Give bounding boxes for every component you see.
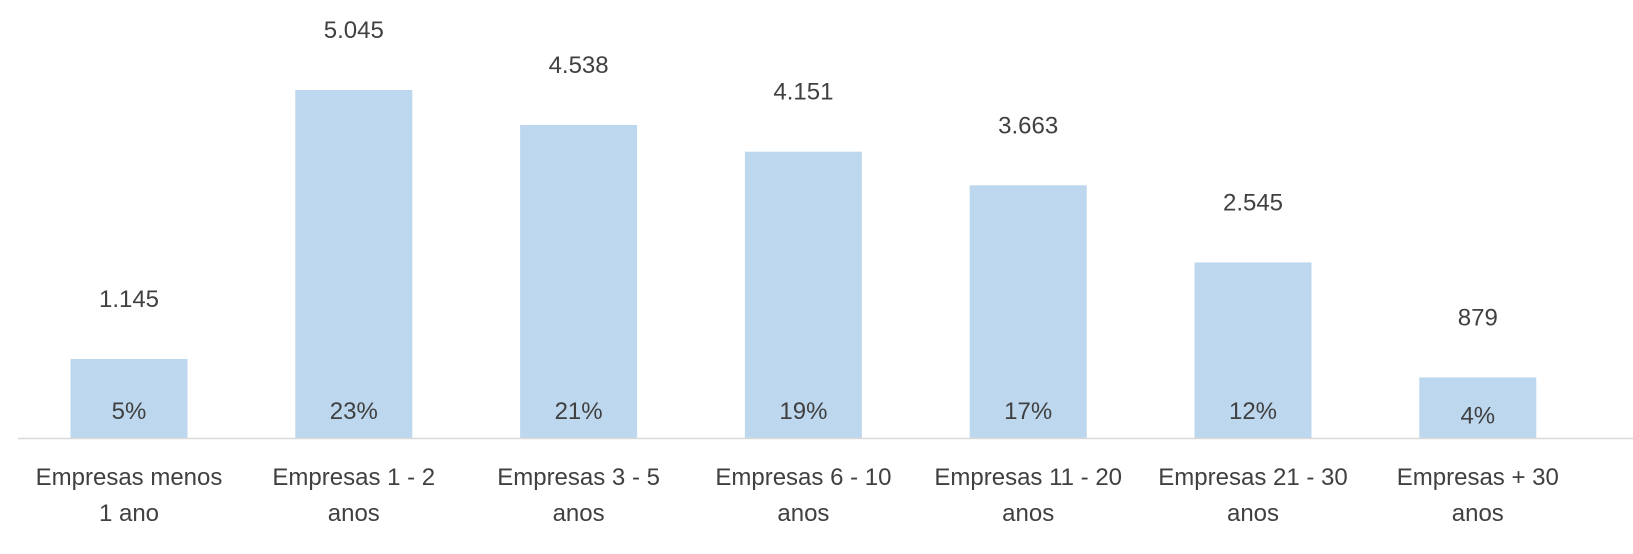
x-tick-label: anos (777, 500, 829, 527)
labels-layer: 1.145 5% Empresas menos 1 ano 5.045 23% Empres… (36, 17, 1559, 527)
bar (969, 185, 1087, 438)
x-tick-label: Empresas 11 - 20 (934, 464, 1122, 491)
bar-percent-label: 17% (1004, 398, 1052, 425)
x-tick-label: Empresas menos (36, 464, 223, 491)
bar-percent-label: 12% (1229, 398, 1277, 425)
x-tick-label: Empresas 1 - 2 (272, 464, 435, 491)
x-tick-label: Empresas 21 - 30 (1158, 464, 1347, 491)
bar-value-label: 4.151 (773, 79, 833, 106)
x-tick-label: anos (328, 500, 380, 527)
bar-percent-label: 21% (555, 398, 603, 425)
x-tick-label: anos (1002, 500, 1054, 527)
x-tick-label: anos (1227, 500, 1279, 527)
bar (70, 359, 188, 438)
bar-percent-label: 19% (779, 398, 827, 425)
bar-value-label: 1.145 (99, 286, 159, 313)
x-tick-label: 1 ano (99, 500, 159, 527)
bar-percent-label: 5% (112, 398, 147, 425)
bar-percent-label: 4% (1460, 403, 1495, 430)
bars-layer (70, 90, 1537, 438)
bar (744, 151, 862, 438)
x-tick-label: Empresas 3 - 5 (497, 464, 660, 491)
bar (1419, 377, 1537, 438)
bar (520, 125, 638, 438)
x-tick-label: anos (553, 500, 605, 527)
x-tick-label: Empresas 6 - 10 (715, 464, 891, 491)
x-tick-label: Empresas + 30 (1397, 464, 1559, 491)
bar-value-label: 5.045 (324, 17, 384, 44)
x-tick-label: anos (1452, 500, 1504, 527)
bar-value-label: 879 (1458, 304, 1498, 331)
bar (1194, 262, 1312, 438)
bar-value-label: 2.545 (1223, 189, 1283, 216)
bar (295, 90, 413, 438)
bar-percent-label: 23% (330, 398, 378, 425)
bar-value-label: 4.538 (549, 52, 609, 79)
bar-value-label: 3.663 (998, 112, 1058, 139)
